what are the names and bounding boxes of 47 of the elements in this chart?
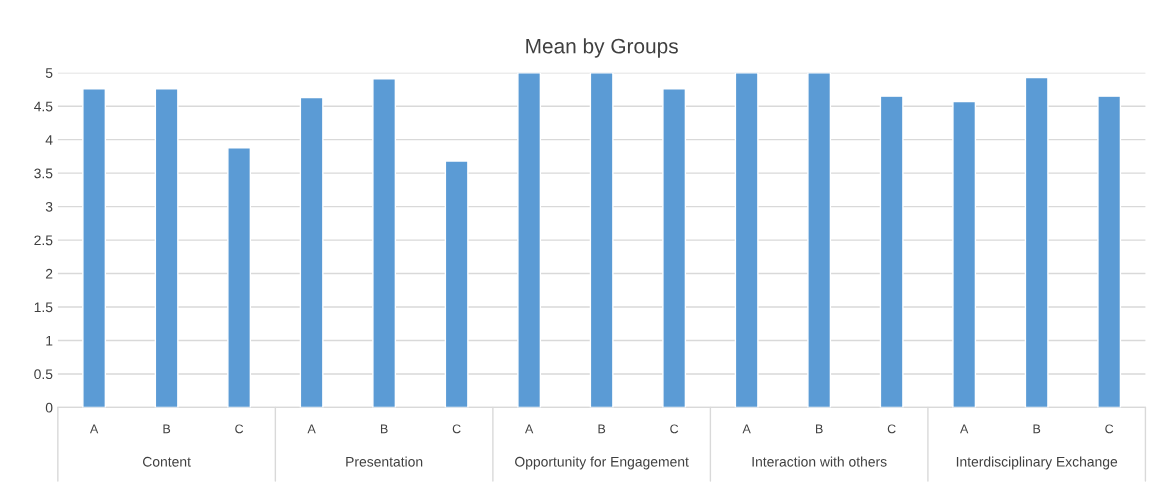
text: Presentation xyxy=(346,456,423,467)
text: Interaction with others xyxy=(752,456,887,467)
x-tick-label: A xyxy=(742,424,751,434)
x-tick-label: C xyxy=(235,424,244,434)
y-tick-label: 4.5 xyxy=(34,101,53,112)
x-tick-label: A xyxy=(524,424,534,434)
text: Content xyxy=(142,456,191,467)
y-tick-label: 0.5 xyxy=(34,369,53,380)
x-tick-label: B xyxy=(1033,424,1041,434)
y-tick-label: 2 xyxy=(45,268,53,279)
y-tick-label: 2.5 xyxy=(34,235,53,246)
x-tick-label: A xyxy=(89,424,99,434)
bar xyxy=(517,72,542,408)
x-tick-label: B xyxy=(598,424,606,434)
text: Opportunity for Engagement xyxy=(515,456,689,470)
y-tick-label: 3 xyxy=(45,201,53,212)
y-tick-label: 1.5 xyxy=(34,302,53,313)
x-tick-label: A xyxy=(307,424,316,434)
x-tick-label: A xyxy=(960,424,969,434)
y-tick-label: 0 xyxy=(45,402,53,413)
x-tick-label: B xyxy=(163,424,171,434)
x-tick-label: B xyxy=(816,424,823,434)
x-tick-label: C xyxy=(1105,424,1114,434)
bar xyxy=(807,72,832,408)
y-tick-label: 5 xyxy=(45,68,53,78)
bar xyxy=(154,88,179,408)
x-tick-label: B xyxy=(380,424,388,434)
bar xyxy=(1024,76,1049,408)
bar xyxy=(299,96,324,408)
y-tick-label: 3.5 xyxy=(34,168,53,179)
x-tick-label: C xyxy=(887,424,896,434)
bar xyxy=(879,95,904,408)
bar xyxy=(444,160,469,408)
x-tick-label: C xyxy=(452,424,461,434)
x-tick-label: C xyxy=(670,424,679,434)
bar xyxy=(372,78,397,408)
bar xyxy=(662,88,687,408)
bar xyxy=(82,88,107,408)
bar xyxy=(952,100,977,408)
y-tick-label: 1 xyxy=(46,335,53,346)
bar xyxy=(227,147,252,408)
chart-title: Mean by Groups xyxy=(526,38,678,58)
bar xyxy=(589,72,614,408)
y-tick-label: 4 xyxy=(45,135,53,145)
text: Interdisciplinary Exchange xyxy=(956,456,1118,470)
bar xyxy=(734,72,759,408)
bar xyxy=(1097,95,1122,408)
